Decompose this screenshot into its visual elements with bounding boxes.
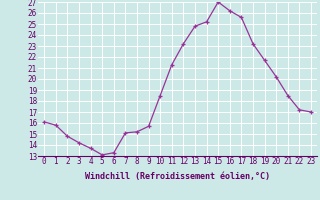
X-axis label: Windchill (Refroidissement éolien,°C): Windchill (Refroidissement éolien,°C): [85, 172, 270, 181]
